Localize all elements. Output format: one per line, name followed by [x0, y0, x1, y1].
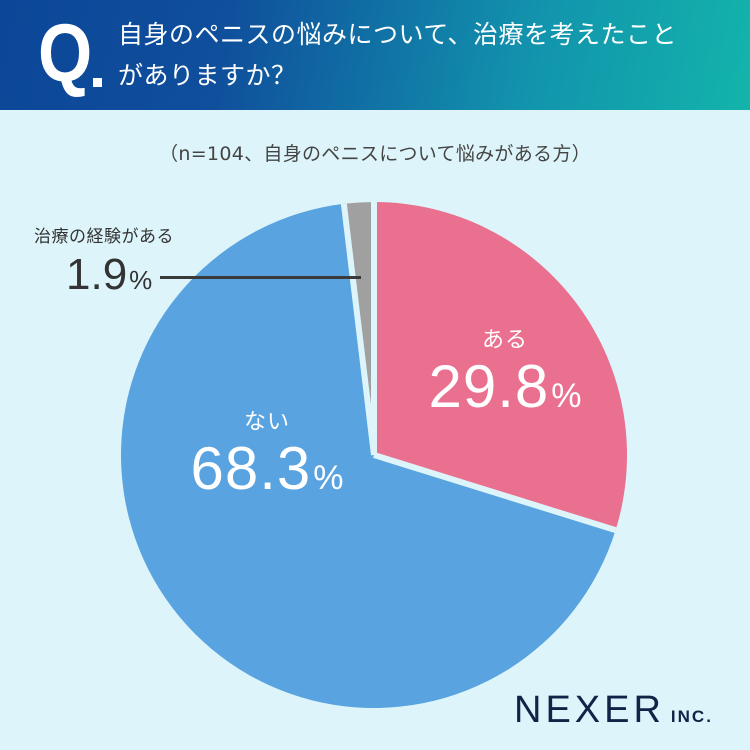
slice-value: 29.8: [428, 353, 550, 420]
question-header: Q 自身のペニスの悩みについて、治療を考えたこと がありますか？: [0, 0, 750, 110]
question-line-2: がありますか？: [118, 61, 297, 90]
pie-slice: [121, 203, 616, 708]
slice-name: ない: [243, 410, 290, 435]
logo-suffix: INC.: [670, 707, 713, 726]
slice-label-treated-value: 1.9%: [66, 250, 152, 305]
logo-name: NEXER: [514, 689, 665, 731]
leader-line: [160, 276, 361, 279]
slice-label-yes: ある 29.8%: [410, 322, 600, 420]
pie-slices: [121, 202, 628, 708]
percent-sign: %: [551, 377, 582, 415]
slice-name: ある: [481, 328, 528, 353]
q-mark: Q: [38, 8, 92, 99]
slice-value: 1.9: [66, 250, 128, 299]
sample-size-subtitle: （n=104、自身のペニスについて悩みがある方）: [159, 143, 591, 165]
q-dot: [93, 78, 102, 87]
nexer-logo: NEXER INC.: [514, 690, 713, 737]
slice-separator: [373, 452, 617, 534]
slice-value: 68.3: [190, 435, 312, 502]
percent-sign: %: [129, 265, 153, 295]
slice-separator: [340, 203, 377, 456]
slice-label-treated-name: 治療の経験がある: [34, 227, 174, 247]
slice-label-no: ない 68.3%: [172, 404, 362, 502]
question-line-1: 自身のペニスの悩みについて、治療を考えたこと: [118, 20, 678, 49]
question-text: 自身のペニスの悩みについて、治療を考えたこと がありますか？: [118, 14, 738, 96]
percent-sign: %: [313, 459, 344, 497]
pie-slice: [374, 202, 628, 531]
